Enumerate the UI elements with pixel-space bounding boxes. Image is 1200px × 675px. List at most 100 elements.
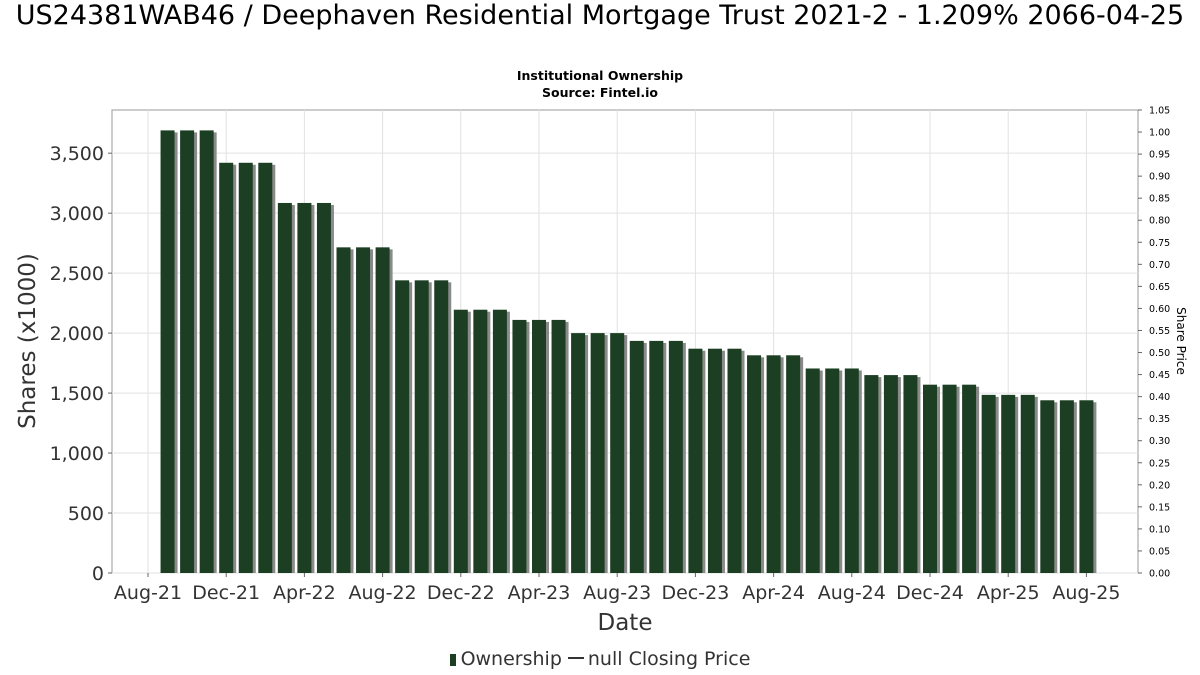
x-axis-ticks: Aug-21 Dec-21 Apr-22 Aug-22 Dec-22 Apr-23 Aug-… <box>114 573 1120 604</box>
legend: Ownership null Closing Price <box>0 646 1200 672</box>
ownership-bar <box>942 384 957 573</box>
y2-tick-label: 0.90 <box>1149 172 1170 183</box>
ownership-bar <box>277 202 292 573</box>
ownership-bar <box>844 368 859 573</box>
y2-tick-label: 0.15 <box>1149 502 1170 513</box>
ownership-bar <box>747 355 762 573</box>
y2-tick-label: 0.10 <box>1149 524 1170 535</box>
x-tick-label: Aug-22 <box>349 582 417 604</box>
ownership-bar <box>532 319 546 573</box>
ownership-bar <box>316 202 331 573</box>
y2-tick-label: 0.70 <box>1149 260 1170 271</box>
y2-tick-label: 0.35 <box>1149 414 1170 425</box>
ownership-bar <box>786 355 801 573</box>
ownership-bar <box>766 355 781 573</box>
ownership-bar <box>356 247 371 573</box>
x-tick-label: Aug-25 <box>1052 582 1120 604</box>
x-tick-label: Aug-21 <box>114 582 182 604</box>
ownership-bar <box>160 130 175 574</box>
ownership-bar <box>571 333 586 573</box>
x-tick-label: Apr-25 <box>977 582 1040 604</box>
ownership-bar <box>434 280 449 573</box>
ownership-bar <box>649 340 664 573</box>
price-legend-label: null Closing Price <box>587 648 751 670</box>
y2-tick-label: 0.20 <box>1149 480 1170 491</box>
ownership-bar <box>219 162 234 573</box>
chart-title: US24381WAB46 / Deephaven Residential Mor… <box>15 0 1185 31</box>
ownership-bar <box>688 348 703 573</box>
y2-tick-label: 0.40 <box>1149 392 1170 403</box>
ownership-bar <box>492 309 507 573</box>
x-tick-label: Dec-24 <box>896 582 964 604</box>
ownership-bar <box>923 384 937 573</box>
x-axis-title: Date <box>598 610 653 636</box>
ownership-bar <box>180 130 195 574</box>
ownership-bar <box>453 309 468 573</box>
ownership-bar <box>668 340 683 573</box>
ownership-bar <box>1040 400 1055 573</box>
y-tick-label: 2,000 <box>50 323 104 345</box>
y-axis-title: Shares (x1000) <box>15 253 41 429</box>
y2-tick-label: 0.45 <box>1149 370 1170 381</box>
ownership-bar <box>551 319 566 573</box>
ownership-bar <box>375 247 390 573</box>
ownership-bar <box>962 384 977 573</box>
y2-tick-label: 0.50 <box>1149 348 1170 359</box>
ownership-bar <box>727 348 742 573</box>
ownership-bar <box>1020 394 1035 573</box>
ownership-bar <box>590 333 605 573</box>
y2-tick-label: 0.00 <box>1149 569 1170 580</box>
ownership-bar <box>199 130 214 574</box>
y2-tick-label: 0.60 <box>1149 304 1170 315</box>
ownership-bar <box>883 375 898 573</box>
y2-tick-label: 0.05 <box>1149 546 1170 557</box>
chart-subtitle: Institutional Ownership <box>516 68 684 83</box>
ownership-bar <box>981 394 996 573</box>
y-tick-label: 1,500 <box>50 383 104 405</box>
y2-tick-label: 0.85 <box>1149 194 1170 205</box>
x-tick-label: Dec-21 <box>192 582 260 604</box>
x-tick-label: Apr-23 <box>508 582 571 604</box>
y2-axis-title: Share Price <box>1174 307 1188 375</box>
ownership-legend-label: Ownership <box>460 648 562 670</box>
ownership-bar <box>629 340 644 573</box>
y2-tick-label: 1.05 <box>1149 106 1170 117</box>
y2-tick-label: 0.75 <box>1149 238 1170 249</box>
y2-tick-label: 0.95 <box>1149 150 1170 161</box>
ownership-bar <box>610 333 625 573</box>
y-tick-label: 2,500 <box>50 263 104 285</box>
y-tick-label: 3,000 <box>50 203 104 225</box>
x-tick-label: Aug-23 <box>583 582 651 604</box>
ownership-bar <box>473 309 488 573</box>
ownership-bar <box>825 368 840 573</box>
y-tick-label: 500 <box>68 503 104 525</box>
ownership-bar <box>707 348 722 573</box>
y2-tick-label: 0.30 <box>1149 436 1170 447</box>
ownership-bar <box>864 375 879 573</box>
y2-axis-ticks: 0.00 0.05 0.10 0.15 0.20 0.25 0.30 0.35 0.40 0.45… <box>1138 106 1170 580</box>
ownership-bar <box>1001 394 1016 573</box>
x-tick-label: Apr-24 <box>742 582 805 604</box>
y2-tick-label: 0.65 <box>1149 282 1170 293</box>
y2-tick-label: 1.00 <box>1149 128 1170 139</box>
bars <box>160 130 1097 574</box>
y-tick-label: 3,500 <box>50 143 104 165</box>
y-axis-ticks: 0 500 1,000 1,500 2,000 2,500 3,000 3,500 <box>50 143 112 585</box>
x-tick-label: Dec-22 <box>427 582 495 604</box>
x-tick-label: Dec-23 <box>661 582 729 604</box>
price-legend-line <box>567 657 584 659</box>
ownership-legend-swatch <box>449 654 456 666</box>
y-tick-label: 0 <box>92 563 104 585</box>
ownership-bar <box>805 368 820 573</box>
chart-source: Source: Fintel.io <box>542 85 658 100</box>
y2-tick-label: 0.25 <box>1149 458 1170 469</box>
ownership-bar <box>336 247 351 573</box>
ownership-bar <box>903 375 918 573</box>
ownership-bar <box>1059 400 1074 573</box>
y2-tick-label: 0.80 <box>1149 216 1170 227</box>
x-tick-label: Aug-24 <box>818 582 886 604</box>
ownership-bar <box>258 162 273 573</box>
ownership-bar <box>395 280 410 573</box>
ownership-bar <box>512 319 527 573</box>
